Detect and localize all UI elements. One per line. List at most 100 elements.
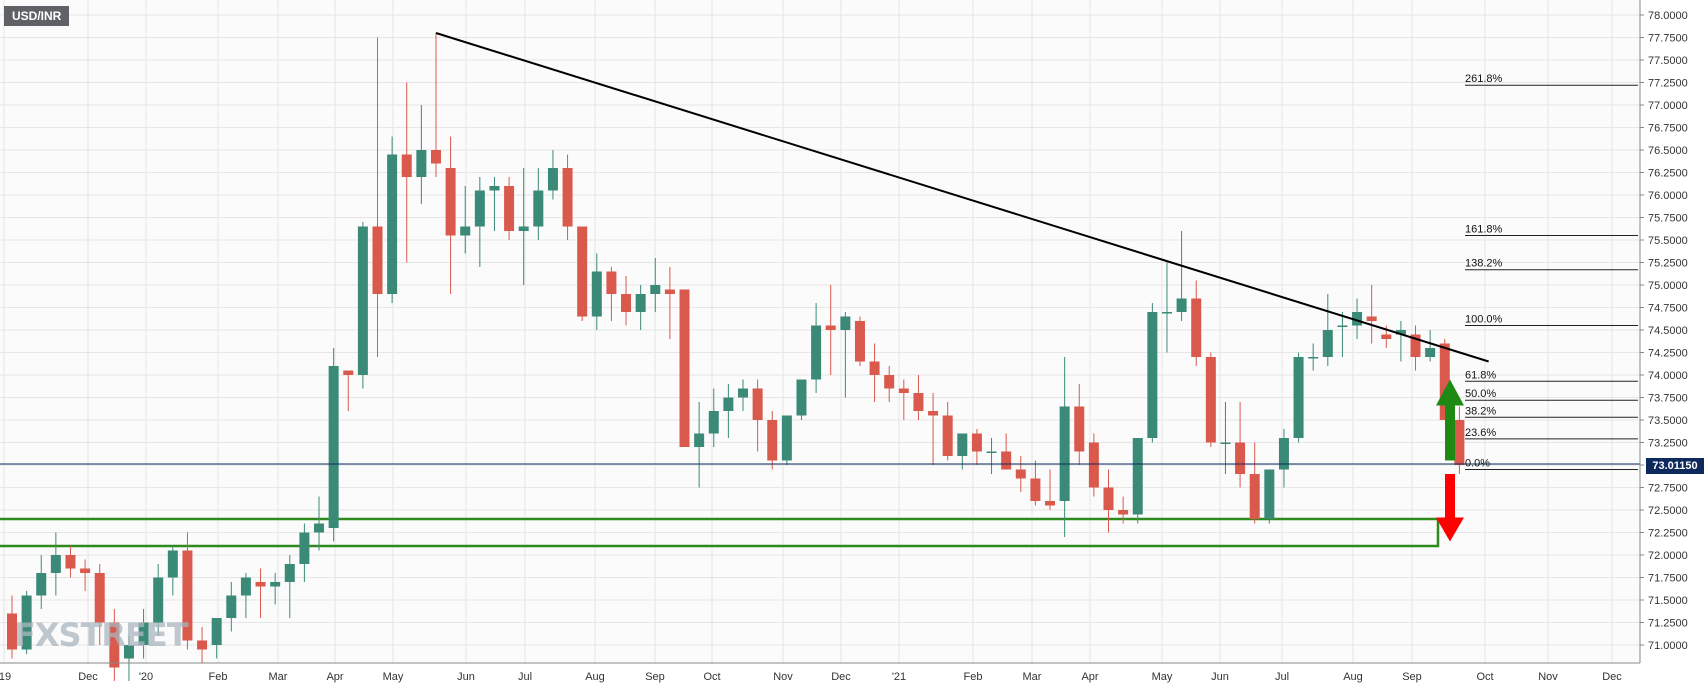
candle-body — [387, 154, 398, 294]
grid-lines — [0, 0, 1640, 663]
candle-body — [1381, 334, 1392, 339]
candle-body — [474, 190, 485, 227]
candle-body — [299, 532, 310, 564]
candle-body — [197, 640, 208, 650]
candle-body — [840, 316, 851, 330]
fib-level-label: 261.8% — [1465, 73, 1503, 85]
candle-body — [7, 613, 17, 650]
x-tick-label: Jun — [1211, 671, 1229, 683]
candle-body — [65, 555, 76, 569]
candles — [7, 33, 1465, 681]
candle-body — [1176, 298, 1187, 312]
x-tick-label: Nov — [1538, 671, 1558, 683]
fib-level-label: 161.8% — [1465, 224, 1503, 236]
candle-body — [1088, 442, 1099, 488]
candle-body — [401, 154, 412, 177]
x-tick-label: Mar — [1023, 671, 1042, 683]
x-tick-label: Jun — [457, 671, 475, 683]
candle-body — [167, 550, 178, 578]
candle-body — [1132, 438, 1143, 515]
symbol-label[interactable]: USD/INR — [4, 6, 70, 26]
y-tick-label: 76.2500 — [1648, 168, 1688, 180]
y-tick-label: 76.7500 — [1648, 123, 1688, 135]
candle-body — [270, 582, 281, 587]
candle-body — [971, 433, 982, 452]
y-tick-label: 75.7500 — [1648, 213, 1688, 225]
candle-body — [94, 573, 105, 623]
x-tick-label: Jul — [1275, 671, 1289, 683]
candle-body — [694, 433, 705, 447]
x-tick-label: '19 — [0, 671, 11, 683]
arrow-up-shaft — [1445, 403, 1455, 461]
y-tick-label: 71.5000 — [1648, 595, 1688, 607]
y-tick-label: 71.0000 — [1648, 640, 1688, 652]
x-tick-label: Dec — [1602, 671, 1622, 683]
fibonacci-levels: 261.8% 161.8% 138.2% 100.0% 61.8% 50.0% 38.2% 2… — [1465, 73, 1638, 470]
x-tick-label: Oct — [1476, 671, 1493, 683]
x-tick-label: Sep — [1402, 671, 1422, 683]
candle-body — [1322, 330, 1333, 357]
y-tick-label: 73.2500 — [1648, 438, 1688, 450]
watermark-logo: FXSTREET — [14, 616, 189, 654]
candle-body — [898, 388, 909, 393]
fib-level-label: 0.0% — [1465, 458, 1490, 470]
candle-body — [547, 168, 558, 191]
y-tick-label: 74.2500 — [1648, 348, 1688, 360]
candle-body — [328, 366, 339, 528]
candle-body — [679, 289, 690, 447]
y-tick-label: 75.5000 — [1648, 235, 1688, 247]
candle-body — [357, 226, 368, 375]
trendline — [0, 32, 1640, 465]
y-tick-label: 74.0000 — [1648, 370, 1688, 382]
x-tick-label: Feb — [964, 671, 983, 683]
candle-body — [606, 271, 617, 294]
fib-level-label: 50.0% — [1465, 388, 1496, 400]
candle-body — [986, 451, 997, 453]
current-price-tag: 73.01150 — [1646, 458, 1704, 474]
candle-body — [153, 577, 164, 623]
candle-body — [1278, 438, 1289, 470]
candle-body — [211, 618, 222, 645]
candle-body — [182, 550, 193, 641]
candle-body — [1264, 469, 1275, 519]
candle-body — [1352, 312, 1363, 326]
x-tick-label: May — [383, 671, 404, 683]
y-tick-label: 72.0000 — [1648, 550, 1688, 562]
candle-body — [664, 289, 675, 294]
candle-body — [123, 645, 134, 659]
fib-level-label: 23.6% — [1465, 427, 1496, 439]
x-tick-label: Jul — [518, 671, 532, 683]
candle-body — [723, 397, 734, 411]
x-tick-label: Feb — [209, 671, 228, 683]
candle-body — [255, 582, 266, 587]
candle-body — [752, 388, 763, 420]
descending-trendline — [435, 32, 1489, 363]
y-tick-label: 74.5000 — [1648, 325, 1688, 337]
candle-body — [1308, 357, 1319, 359]
candle-body — [767, 420, 778, 461]
candle-body — [416, 150, 427, 177]
candle-body — [1074, 406, 1085, 452]
candle-body — [562, 168, 573, 227]
candle-body — [314, 523, 325, 533]
x-tick-label: '21 — [892, 671, 906, 683]
candle-body — [518, 226, 529, 231]
x-tick-label: Aug — [585, 671, 605, 683]
candle-body — [591, 271, 602, 317]
candle-body — [138, 622, 149, 645]
candle-body — [1191, 298, 1202, 357]
candle-body — [738, 388, 748, 398]
candle-body — [1001, 451, 1012, 470]
x-tick-label: Dec — [831, 671, 851, 683]
candle-body — [343, 370, 354, 375]
y-tick-label: 74.7500 — [1648, 303, 1688, 315]
x-tick-label: Apr — [326, 671, 343, 683]
candle-body — [1366, 316, 1377, 321]
candle-body — [1220, 442, 1231, 444]
y-tick-label: 77.7500 — [1648, 33, 1688, 45]
fib-level-label: 138.2% — [1465, 258, 1503, 270]
candle-body — [489, 186, 500, 191]
candle-body — [21, 595, 32, 650]
candle-body — [372, 226, 383, 294]
